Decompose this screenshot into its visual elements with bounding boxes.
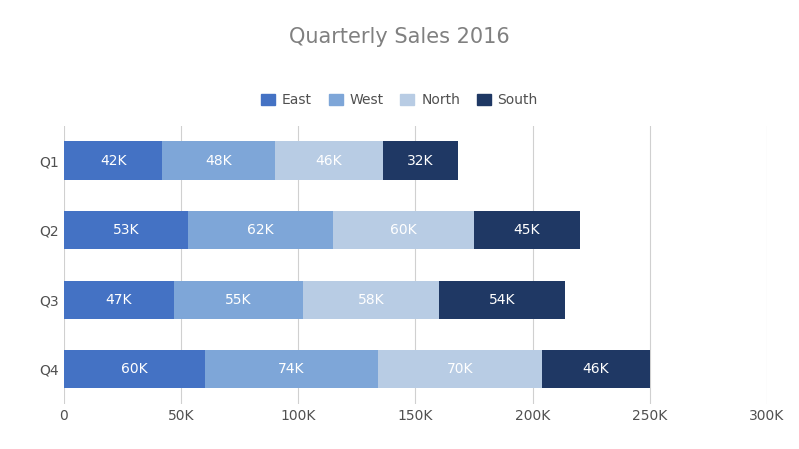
Bar: [64, 350, 205, 388]
Text: 60K: 60K: [391, 223, 417, 237]
Bar: [542, 350, 650, 388]
Bar: [303, 281, 439, 319]
Bar: [64, 211, 188, 249]
Bar: [383, 141, 458, 180]
Legend: East, West, North, South: East, West, North, South: [256, 88, 543, 113]
Text: 53K: 53K: [113, 223, 139, 237]
Bar: [439, 281, 566, 319]
Text: 32K: 32K: [407, 154, 433, 167]
Text: 55K: 55K: [225, 293, 252, 307]
Text: 47K: 47K: [105, 293, 133, 307]
Bar: [474, 211, 579, 249]
Text: 46K: 46K: [582, 362, 610, 376]
Bar: [162, 141, 275, 180]
Bar: [174, 281, 303, 319]
Bar: [333, 211, 474, 249]
Text: 58K: 58K: [358, 293, 384, 307]
Text: 45K: 45K: [514, 223, 540, 237]
Bar: [188, 211, 333, 249]
Bar: [64, 141, 162, 180]
Text: 48K: 48K: [205, 154, 232, 167]
Text: 60K: 60K: [121, 362, 148, 376]
Text: 70K: 70K: [447, 362, 473, 376]
Text: 42K: 42K: [100, 154, 126, 167]
Bar: [205, 350, 378, 388]
Text: 54K: 54K: [489, 293, 515, 307]
Bar: [64, 281, 174, 319]
Bar: [378, 350, 542, 388]
Text: 46K: 46K: [316, 154, 342, 167]
Text: 74K: 74K: [278, 362, 304, 376]
Text: Quarterly Sales 2016: Quarterly Sales 2016: [289, 27, 510, 47]
Text: 62K: 62K: [248, 223, 274, 237]
Bar: [275, 141, 383, 180]
